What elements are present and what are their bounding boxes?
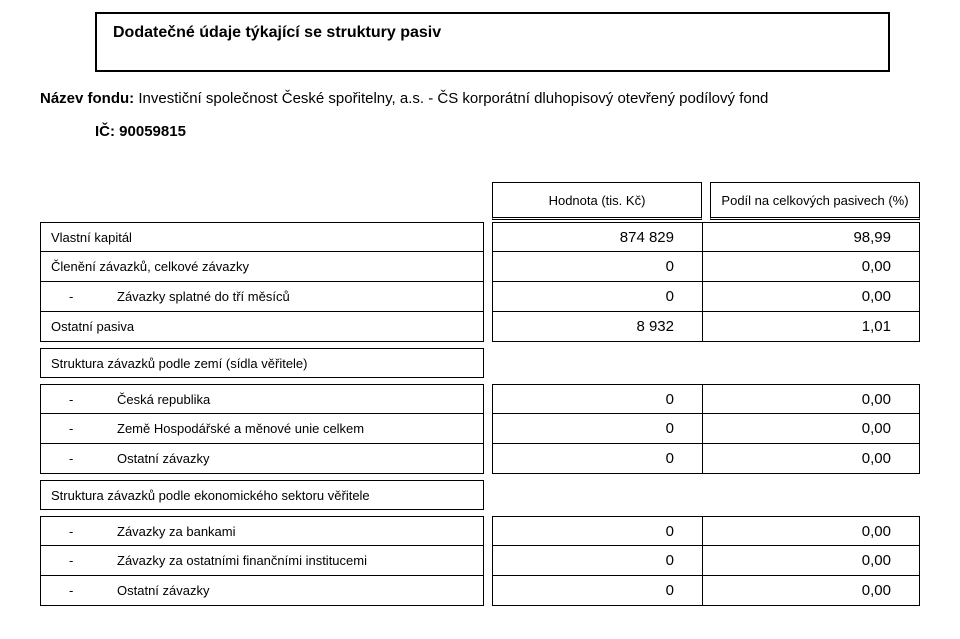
value-cell: 0 [492,444,702,474]
ic-value: 90059815 [119,123,186,140]
list-dash: - [51,553,99,568]
value-cell: 8 932 [492,312,702,342]
table-row: -Závazky splatné do tří měsíců 00,00 [40,282,920,312]
table-sub-label: -Česká republika [40,384,484,414]
table-row: Vlastní kapitál 874 82998,99 [40,222,920,252]
share-cell: 1,01 [702,312,920,342]
list-dash: - [51,451,99,466]
fund-label: Název fondu: [40,90,134,107]
share-cell: 0,00 [702,414,920,444]
list-dash: - [51,583,99,598]
data-table: Hodnota (tis. Kč)Podíl na celkových pasi… [40,182,920,606]
list-dash: - [51,289,99,304]
table-row: Ostatní pasiva 8 9321,01 [40,312,920,342]
column-header: Podíl na celkových pasivech (%) [710,182,920,220]
share-cell: 0,00 [702,282,920,312]
table-sub-label: -Země Hospodářské a měnové unie celkem [40,414,484,444]
table-sub-label: -Závazky za bankami [40,516,484,546]
value-cell: 0 [492,576,702,606]
table-sub-label: -Ostatní závazky [40,576,484,606]
value-cell: 0 [492,282,702,312]
ic-line: IČ: 90059815 [95,123,920,140]
section-header: Struktura závazků podle ekonomického sek… [40,480,484,510]
table-row: -Ostatní závazky 00,00 [40,444,920,474]
section-header: Struktura závazků podle zemí (sídla věři… [40,348,484,378]
list-dash: - [51,421,99,436]
share-cell: 0,00 [702,546,920,576]
title-box: Dodatečné údaje týkající se struktury pa… [95,12,890,72]
table-row-label: Ostatní pasiva [40,312,484,342]
share-cell: 98,99 [702,222,920,252]
table-row: -Závazky za ostatními finančními institu… [40,546,920,576]
fund-name: Investiční společnost České spořitelny, … [138,90,768,107]
table-sub-label: -Závazky za ostatními finančními institu… [40,546,484,576]
table-row: -Závazky za bankami 00,00 [40,516,920,546]
value-cell: 0 [492,414,702,444]
ic-label: IČ: [95,123,115,140]
fund-line: Název fondu: Investiční společnost České… [40,90,920,107]
page-title: Dodatečné údaje týkající se struktury pa… [113,24,441,41]
column-header: Hodnota (tis. Kč) [492,182,702,220]
table-row: -Česká republika 00,00 [40,384,920,414]
table-row-label: Vlastní kapitál [40,222,484,252]
table-row: -Země Hospodářské a měnové unie celkem 00… [40,414,920,444]
table-sub-label: -Závazky splatné do tří měsíců [40,282,484,312]
list-dash: - [51,524,99,539]
share-cell: 0,00 [702,444,920,474]
table-sub-label: -Ostatní závazky [40,444,484,474]
value-cell: 874 829 [492,222,702,252]
table-row-label: Členění závazků, celkové závazky [40,252,484,282]
table-row: -Ostatní závazky 00,00 [40,576,920,606]
value-cell: 0 [492,516,702,546]
share-cell: 0,00 [702,516,920,546]
value-cell: 0 [492,384,702,414]
value-cell: 0 [492,252,702,282]
share-cell: 0,00 [702,252,920,282]
table-row: Členění závazků, celkové závazky 00,00 [40,252,920,282]
share-cell: 0,00 [702,384,920,414]
share-cell: 0,00 [702,576,920,606]
list-dash: - [51,392,99,407]
value-cell: 0 [492,546,702,576]
